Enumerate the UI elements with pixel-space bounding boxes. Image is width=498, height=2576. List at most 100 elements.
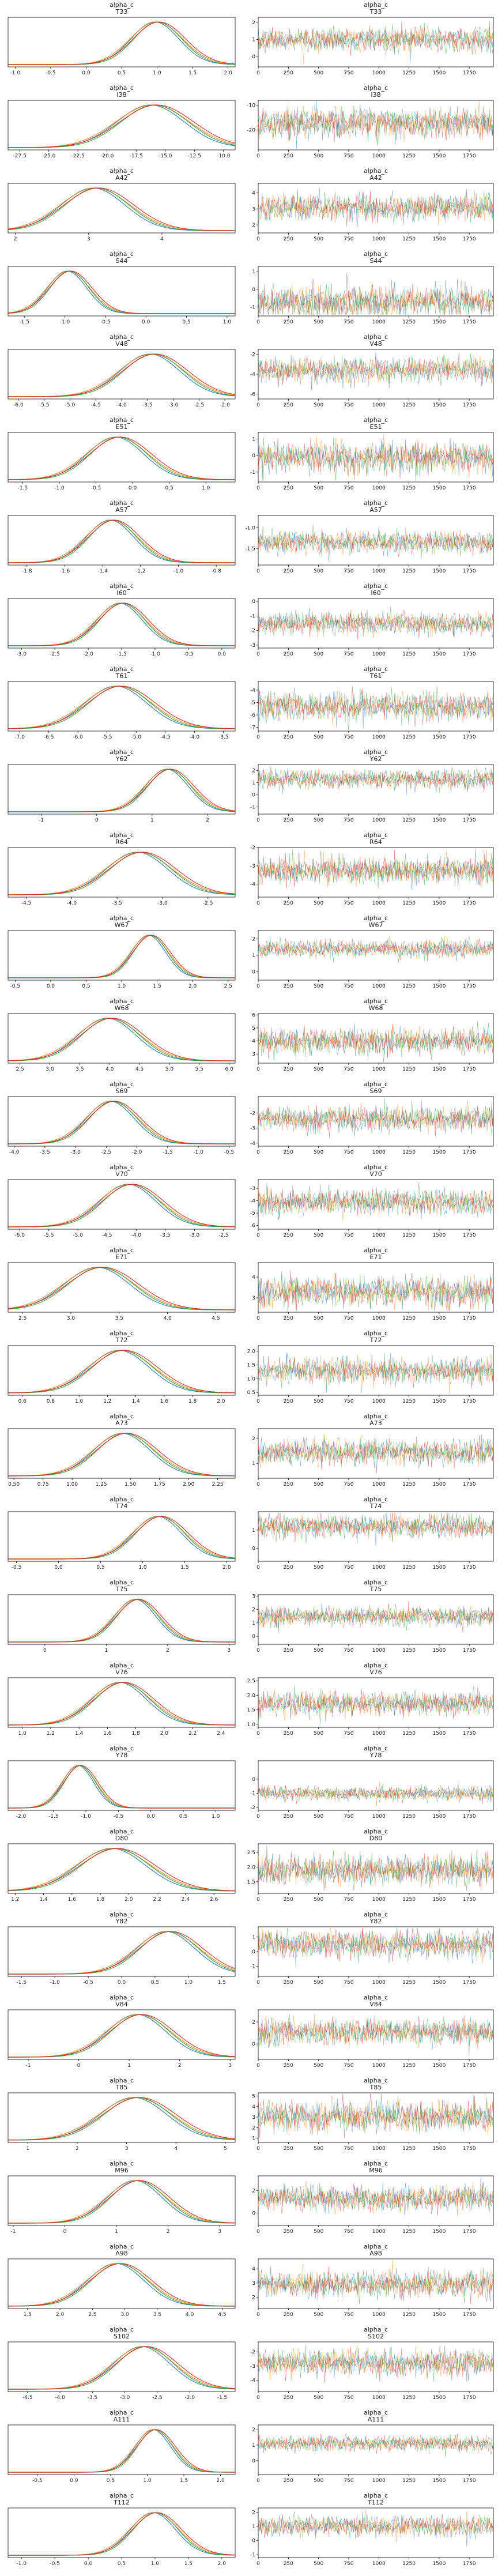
panel-title: alpha_c	[364, 1496, 388, 1503]
panel-subtitle: S102	[368, 2333, 384, 2340]
trace-xtick-label: 1000	[372, 2478, 386, 2484]
kde-xtick-label: 0.5	[165, 485, 173, 491]
trace-ytick-label: 0	[252, 1546, 255, 1552]
trace-series-line	[258, 281, 494, 316]
kde-xtick-label: 3.0	[46, 1067, 54, 1072]
panel-subtitle: V84	[115, 2001, 128, 2008]
trace-xtick-label: 1000	[372, 1565, 386, 1571]
kde-xtick-label: -0.5	[32, 2478, 43, 2484]
trace-ytick-label: 1.5	[247, 1708, 255, 1713]
kde-series-line	[8, 1931, 236, 1975]
axes-frame	[258, 183, 494, 234]
trace-ytick-label: -6	[250, 713, 255, 718]
trace-xtick-label: 0	[256, 984, 260, 989]
kde-series-line	[8, 2512, 236, 2556]
kde-xtick-label: 4.5	[212, 1316, 220, 1321]
trace-ytick-label: -4	[250, 372, 255, 378]
kde-series-line	[8, 2180, 235, 2224]
trace-xtick-label: 1000	[372, 568, 386, 574]
kde-xtick-label: -2.5	[218, 1233, 229, 1238]
kde-series-line	[7, 1267, 235, 1310]
trace-xtick-label: 500	[314, 236, 323, 242]
trace-series-line	[258, 607, 494, 639]
trace-ytick-label: 0	[252, 2458, 255, 2464]
kde-series-line	[7, 1267, 235, 1310]
trace-xtick-label: 1500	[432, 1980, 446, 1986]
kde-xtick-label: -4.5	[90, 402, 101, 408]
trace-series-line	[258, 525, 494, 559]
trace-xtick-label: 500	[314, 984, 323, 989]
kde-xtick-label: -7.0	[14, 735, 25, 740]
kde-series-line	[8, 436, 235, 480]
kde-series-line	[7, 270, 235, 314]
trace-xtick-label: 750	[344, 1150, 353, 1155]
trace-ytick-label: 0	[252, 2539, 255, 2544]
panel-subtitle: V48	[369, 340, 382, 348]
kde-series-line	[8, 353, 236, 397]
kde-series-line	[8, 686, 235, 729]
trace-ytick-label: 2.0	[247, 1865, 256, 1870]
kde-series-line	[7, 1848, 235, 1892]
kde-xtick-label: 0	[43, 1648, 47, 1654]
trace-xtick-label: 250	[284, 1150, 293, 1155]
kde-series-line	[8, 1350, 236, 1394]
trace-xtick-label: 500	[314, 735, 323, 740]
panel-title: alpha_c	[110, 2409, 134, 2416]
trace-xtick-label: 1500	[432, 1067, 446, 1072]
kde-series-line	[8, 769, 236, 812]
panel-subtitle: R64	[115, 838, 128, 846]
kde-xtick-label: -5.5	[102, 735, 112, 740]
trace-xtick-label: 1750	[463, 1897, 476, 1903]
trace-series-line	[258, 189, 494, 227]
trace-xtick-label: 250	[284, 1233, 293, 1238]
kde-series-line	[8, 2512, 236, 2556]
kde-series-line	[8, 1931, 236, 1975]
axes-frame	[7, 1843, 236, 1894]
kde-xtick-label: 2.2	[188, 1731, 197, 1737]
trace-series-line	[258, 2268, 494, 2304]
panel-subtitle: T85	[115, 2084, 128, 2091]
kde-xtick-label: -6.0	[13, 402, 24, 408]
kde-xtick-label: -3.0	[70, 1150, 81, 1155]
trace-xtick-label: 1500	[432, 2395, 446, 2401]
panel-subtitle: V70	[115, 1170, 128, 1178]
trace-xtick-label: 250	[284, 1648, 293, 1654]
trace-xtick-label: 250	[284, 1814, 293, 1820]
trace-xtick-label: 0	[256, 2561, 260, 2567]
axes-frame	[7, 1760, 236, 1811]
panel-title: alpha_c	[110, 1994, 134, 2001]
trace-xtick-label: 250	[284, 2146, 293, 2152]
kde-xtick-label: -1.5	[163, 1150, 173, 1155]
trace-xtick-label: 750	[344, 1731, 353, 1737]
trace-series-line	[258, 937, 494, 962]
trace-ytick-label: -4	[250, 2378, 255, 2383]
trace-xtick-label: 0	[256, 402, 260, 408]
trace-xtick-label: 0	[256, 1814, 260, 1820]
kde-series-line	[8, 1101, 235, 1144]
trace-xtick-label: 1750	[463, 984, 476, 989]
axes-frame	[258, 2009, 494, 2060]
trace-xtick-label: 750	[344, 1233, 353, 1238]
trace-xtick-label: 1750	[463, 901, 476, 906]
trace-series-line	[258, 437, 494, 481]
kde-series-line	[8, 935, 235, 978]
kde-xtick-label: -4.0	[55, 2395, 65, 2401]
trace-xtick-label: 0	[256, 568, 260, 574]
kde-xtick-label: 4.5	[135, 1067, 144, 1072]
trace-ytick-label: -3	[250, 2364, 255, 2370]
trace-xtick-label: 750	[344, 2395, 353, 2401]
axes-frame	[7, 1013, 236, 1064]
trace-series-line	[258, 1927, 494, 1962]
panel-title: alpha_c	[110, 748, 134, 756]
panel-subtitle: R64	[369, 838, 382, 846]
trace-xtick-label: 250	[284, 2312, 293, 2318]
trace-xtick-label: 1500	[432, 651, 446, 657]
kde-series-line	[8, 1931, 236, 1975]
kde-xtick-label: 3.5	[76, 1067, 84, 1072]
trace-xtick-label: 250	[284, 1565, 293, 1571]
trace-ytick-label: 2.0	[247, 1349, 256, 1355]
trace-xtick-label: 500	[314, 1316, 323, 1321]
